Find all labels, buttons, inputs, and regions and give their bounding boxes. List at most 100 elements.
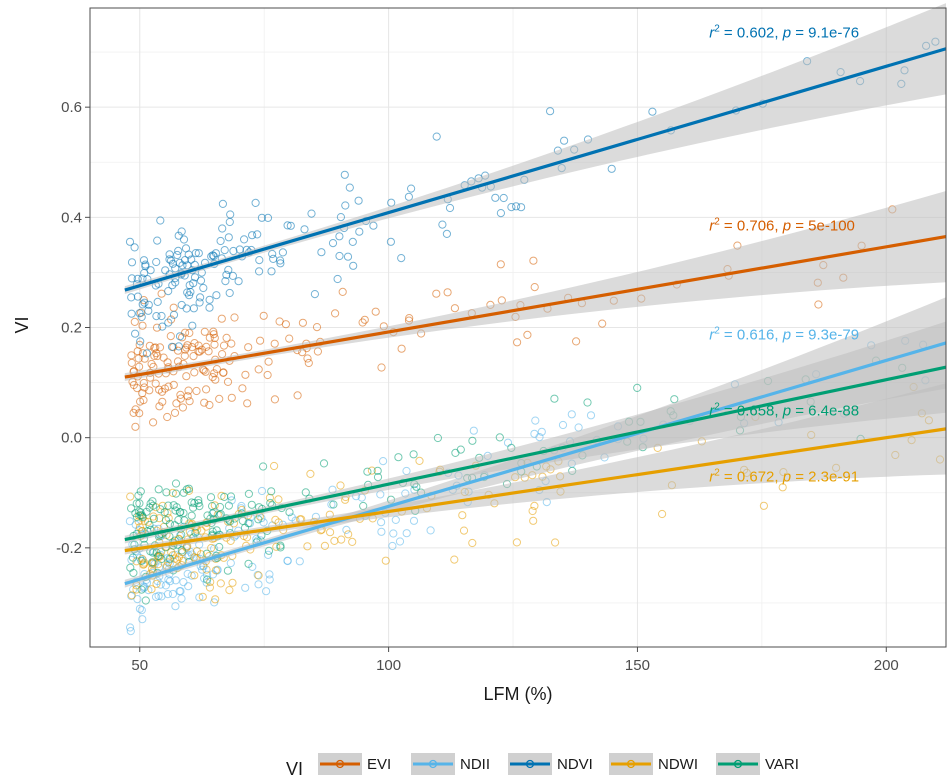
data-point-ndwi	[254, 571, 263, 580]
data-point-ndwi	[530, 501, 539, 510]
data-point-ndvi	[142, 349, 151, 358]
data-point-ndwi	[778, 483, 787, 492]
data-point-evi	[169, 380, 178, 389]
data-point-evi	[192, 386, 201, 396]
y-tick-label: 0.0	[61, 430, 82, 447]
data-point-ndwi	[458, 511, 467, 520]
data-point-ndwi	[529, 516, 538, 525]
data-point-vari	[301, 488, 310, 497]
legend-label-ndwi: NDWI	[658, 756, 698, 773]
data-point-ndvi	[251, 198, 260, 207]
data-point-vari	[149, 514, 158, 523]
data-point-ndvi	[130, 243, 139, 252]
data-point-evi	[227, 339, 236, 348]
data-point-ndvi	[164, 287, 173, 296]
data-point-evi	[254, 365, 263, 374]
data-point-ndvi	[276, 259, 285, 268]
data-point-ndvi	[224, 265, 233, 274]
data-point-ndvi	[188, 321, 197, 330]
data-point-evi	[139, 378, 148, 388]
x-axis-title: LFM (%)	[484, 684, 553, 704]
data-point-ndwi	[211, 595, 220, 604]
annotation-ndvi: r2 = 0.602, p = 9.1e-76	[709, 24, 859, 42]
data-point-ndvi	[335, 232, 344, 241]
data-point-ndii	[409, 516, 419, 525]
data-point-ndvi	[183, 288, 192, 297]
data-point-ndwi	[272, 542, 281, 551]
data-point-ndii	[163, 590, 172, 599]
data-point-evi	[219, 368, 228, 377]
data-point-evi	[598, 319, 607, 328]
data-point-ndwi	[336, 481, 345, 490]
annotation-ndwi: r2 = 0.672, p = 2.3e-91	[709, 468, 859, 486]
data-point-ndvi	[546, 107, 555, 116]
data-point-evi	[204, 347, 213, 356]
data-point-ndvi	[300, 225, 309, 234]
data-point-ndwi	[205, 583, 214, 592]
data-point-vari	[583, 398, 592, 407]
data-point-ndvi	[386, 237, 395, 246]
data-point-ndii	[342, 525, 351, 535]
data-point-ndvi	[445, 203, 455, 213]
data-point-ndvi	[196, 293, 205, 302]
data-point-ndvi	[225, 217, 234, 227]
data-point-evi	[360, 315, 369, 324]
data-point-ndvi	[225, 288, 234, 298]
data-point-vari	[148, 558, 157, 567]
data-point-evi	[209, 330, 218, 339]
data-point-vari	[138, 512, 147, 522]
data-point-evi	[298, 318, 307, 327]
data-point-ndvi	[146, 266, 155, 275]
data-point-ndvi	[269, 254, 278, 263]
annotation-ndii: r2 = 0.616, p = 9.3e-79	[709, 326, 859, 344]
data-point-vari	[394, 453, 403, 462]
data-point-evi	[155, 343, 165, 352]
legend-key-point-evi	[335, 759, 345, 769]
data-point-ndvi	[125, 237, 135, 246]
data-point-ndvi	[499, 193, 508, 203]
data-point-ndvi	[438, 220, 447, 229]
data-point-vari	[254, 515, 263, 524]
data-point-evi	[256, 336, 265, 345]
data-point-evi	[190, 339, 199, 348]
fit-line-evi	[124, 235, 947, 379]
data-point-ndvi	[333, 274, 342, 284]
data-point-vari	[160, 508, 169, 517]
data-point-vari	[244, 559, 253, 568]
data-point-ndvi	[234, 277, 243, 286]
data-point-ndii	[265, 570, 274, 579]
fit-line-vari	[124, 365, 947, 542]
data-point-ndii	[257, 486, 267, 496]
data-point-ndvi	[317, 248, 326, 257]
data-point-ndii	[171, 602, 180, 611]
data-point-ndvi	[255, 267, 264, 276]
data-point-ndvi	[205, 295, 214, 304]
data-point-ndvi	[607, 164, 616, 173]
data-point-evi	[135, 362, 144, 371]
data-point-ndii	[379, 457, 388, 466]
data-point-evi	[202, 342, 211, 351]
data-point-ndvi	[328, 239, 338, 248]
data-point-ndvi	[354, 196, 363, 205]
data-point-vari	[550, 394, 559, 403]
data-point-vari	[127, 504, 136, 513]
data-point-ndwi	[225, 586, 234, 595]
data-point-evi	[208, 373, 217, 382]
data-point-ndvi	[224, 233, 233, 242]
data-point-ndii	[151, 592, 161, 602]
data-point-ndvi	[171, 278, 180, 287]
data-point-vari	[468, 436, 477, 445]
data-point-evi	[172, 399, 181, 408]
data-point-ndvi	[517, 203, 526, 212]
data-point-ndvi	[144, 306, 153, 315]
data-point-evi	[166, 332, 175, 341]
data-point-ndii	[156, 580, 165, 589]
data-point-evi	[134, 354, 143, 363]
data-point-vari	[194, 499, 203, 508]
data-point-ndwi	[759, 501, 769, 510]
data-point-ndwi	[450, 555, 459, 564]
data-point-ndwi	[138, 555, 147, 564]
data-point-ndvi	[141, 260, 150, 269]
data-point-evi	[223, 377, 233, 386]
